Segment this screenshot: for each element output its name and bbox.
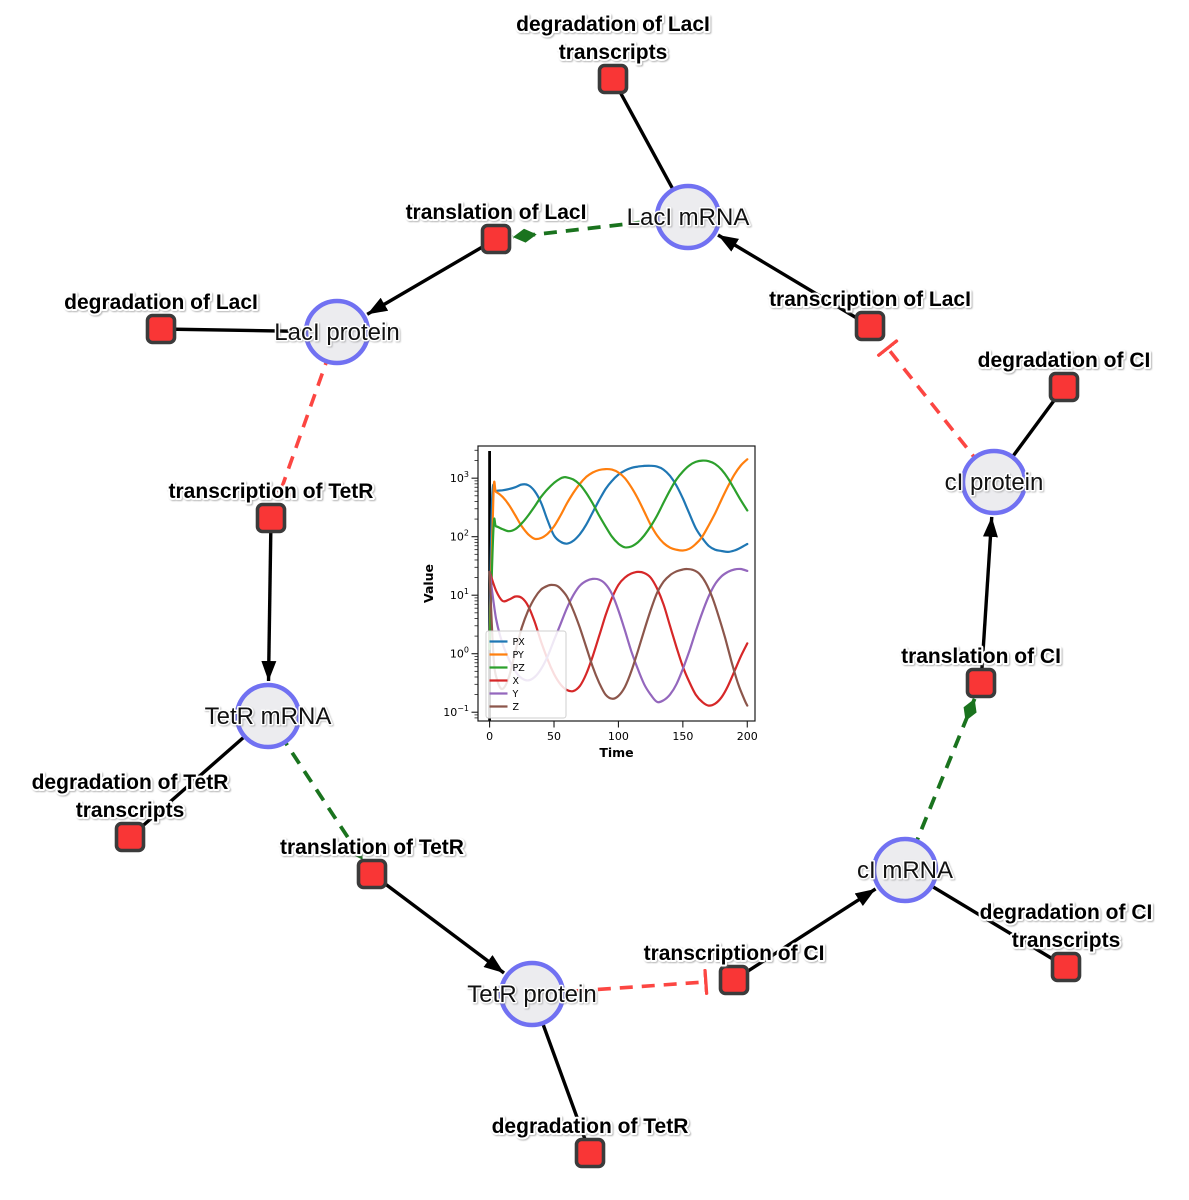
reaction-node-deg_ci_transcripts (1050, 951, 1082, 983)
legend-box (485, 630, 567, 719)
y-tick-label: 102 (450, 529, 469, 544)
x-tick-label: 50 (547, 730, 561, 743)
species-label-ci_protein: cI protein (945, 469, 1044, 496)
species-label-tetr_mrna: TetR mRNA (205, 703, 332, 730)
reaction-node-translation_tetr (356, 858, 388, 890)
reaction-node-deg_tetr_transcripts (114, 821, 146, 853)
legend-entry-PY: PY (513, 650, 525, 661)
x-tick-label: 100 (608, 730, 629, 743)
plot-y-axis-label: Value (421, 564, 436, 603)
reaction-label-deg_tetr_transcripts: transcripts (76, 799, 185, 822)
series-line-X (488, 570, 749, 707)
edge-product-transcription_laci-to-laci_mrna (717, 233, 871, 328)
x-tick-label: 0 (486, 730, 493, 743)
y-tick-label: 10−1 (443, 704, 469, 719)
y-tick-label: 101 (450, 587, 469, 602)
reaction-label-transcription_tetr: transcription of TetR (169, 480, 374, 503)
series-line-Z (488, 567, 749, 707)
species-label-laci_mrna: LacI mRNA (627, 204, 750, 231)
x-tick-label: 200 (737, 730, 758, 743)
species-label-ci_mrna: cI mRNA (857, 857, 953, 884)
species-node-ci_protein (960, 448, 1028, 516)
legend-entry-Z: Z (513, 702, 520, 713)
x-tick-label: 150 (672, 730, 693, 743)
edge-product-translation_tetr-to-tetr_protein (370, 872, 506, 975)
y-tick-label: 103 (450, 470, 469, 485)
reaction-nodes-layer: degradation of LacI transcripts translatio… (30, 11, 1154, 1169)
reaction-node-deg_laci_transcripts (597, 63, 629, 95)
legend-entry-PZ: PZ (513, 663, 526, 674)
reaction-label-deg_ci_transcripts: transcripts (1012, 929, 1121, 952)
plot-x-axis-label: Time (599, 745, 633, 760)
reaction-label-deg_laci_transcripts: transcripts (559, 41, 668, 64)
edge-product-transcription_ci-to-ci_mrna (733, 887, 877, 982)
reaction-label-transcription_laci: transcription of LacI (769, 288, 971, 311)
series-line-PY (488, 458, 749, 645)
edge-product-translation_laci-to-laci_protein (366, 237, 497, 316)
reaction-node-translation_laci (480, 223, 512, 255)
species-node-laci_mrna (654, 183, 722, 251)
reaction-label-deg_laci_transcripts: degradation of LacI (516, 13, 710, 36)
species-label-laci_protein: LacI protein (274, 319, 399, 346)
reaction-node-transcription_laci (854, 310, 886, 342)
legend-entry-Y: Y (512, 689, 519, 700)
reaction-label-translation_laci: translation of LacI (406, 201, 587, 224)
species-nodes-layer: LacI mRNA LacI protein TetR mRNA TetR prote… (203, 183, 1045, 1028)
reaction-label-deg_ci_transcripts: degradation of CI (980, 901, 1153, 924)
reaction-label-deg_tetr: degradation of TetR (492, 1115, 689, 1138)
species-node-ci_mrna (871, 836, 939, 904)
reaction-label-deg_ci: degradation of CI (978, 349, 1151, 372)
y-tick-label: 100 (450, 646, 469, 661)
reaction-label-deg_laci: degradation of LacI (64, 291, 258, 314)
reaction-label-deg_tetr_transcripts: degradation of TetR (32, 771, 229, 794)
edge-product-transcription_tetr-to-tetr_mrna (261, 517, 277, 682)
plot-legend: PX PY PZ XYZ (485, 630, 567, 719)
legend-entry-PX: PX (513, 637, 526, 648)
reaction-node-transcription_tetr (255, 502, 287, 534)
series-line-PZ (488, 459, 749, 651)
legend-entry-X: X (513, 676, 520, 687)
reaction-node-translation_ci (965, 667, 997, 699)
reaction-node-deg_tetr (574, 1137, 606, 1169)
reaction-node-deg_laci (145, 313, 177, 345)
reaction-node-deg_ci (1048, 371, 1080, 403)
species-node-tetr_mrna (234, 682, 302, 750)
species-node-laci_protein (303, 298, 371, 366)
reaction-label-translation_ci: translation of CI (901, 645, 1061, 668)
species-node-tetr_protein (498, 960, 566, 1028)
edge-product-translation_ci-to-ci_protein (979, 516, 998, 684)
reaction-label-transcription_ci: transcription of CI (644, 942, 825, 965)
species-label-tetr_protein: TetR protein (467, 981, 596, 1008)
reaction-node-transcription_ci (718, 964, 750, 996)
reaction-label-translation_tetr: translation of TetR (280, 836, 464, 859)
